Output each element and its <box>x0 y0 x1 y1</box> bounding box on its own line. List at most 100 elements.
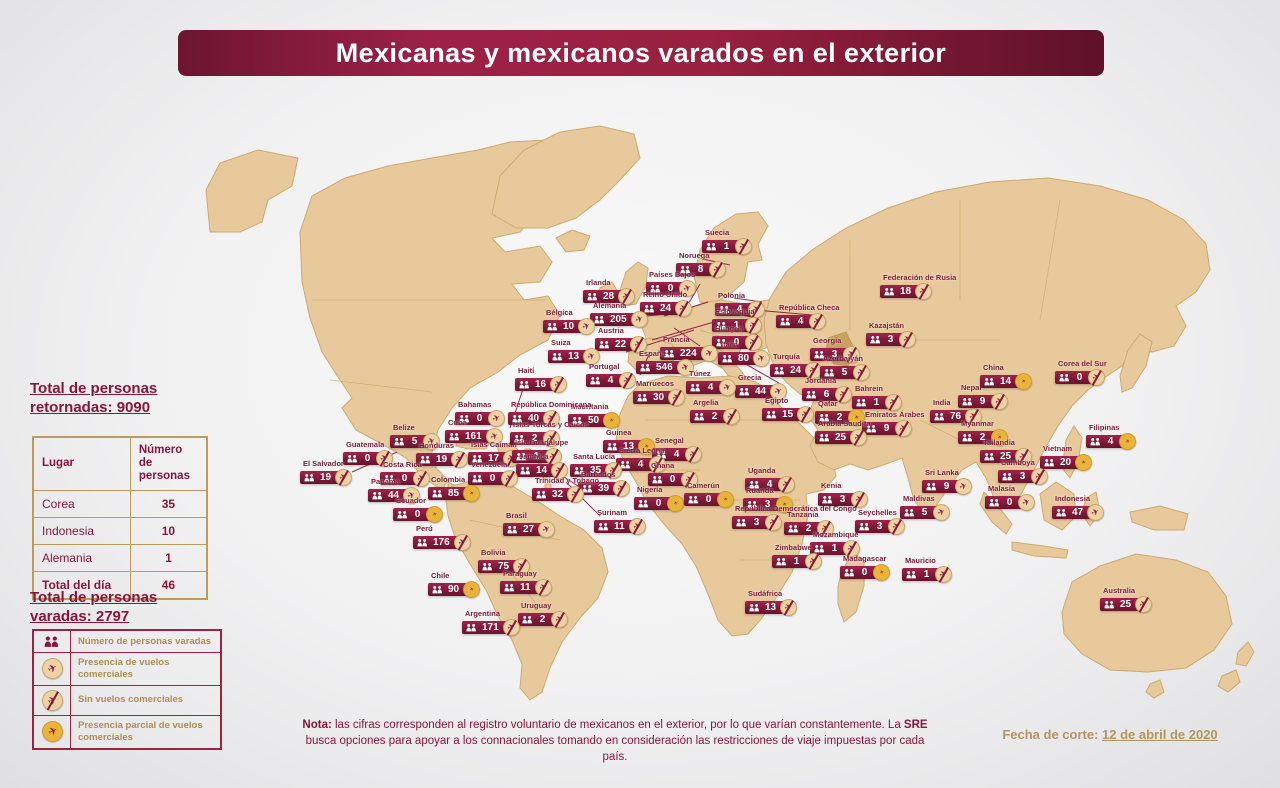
country-tag-malasia: Malasia 0 ✈ <box>985 484 1038 514</box>
country-bar: 4 ✈ <box>715 298 768 321</box>
country-name: Argentina <box>465 609 501 618</box>
country-name: Belize <box>393 423 415 432</box>
legend-label: Presencia parcial de vuelos comerciales <box>78 719 203 743</box>
people-icon <box>512 414 522 423</box>
stranded-count: 4 <box>637 459 644 470</box>
country-name: Senegal <box>655 436 684 445</box>
country-tag-eslovaquia: Eslovaquia 1 ✈ <box>712 307 765 337</box>
country-bar: 0 ✈ <box>840 561 893 584</box>
flights-none-icon: ✈ <box>847 426 870 449</box>
stranded-count: 22 <box>615 339 627 350</box>
country-name: Islas Turcas y Caicos <box>513 420 589 429</box>
country-name: Guatemala <box>346 440 385 449</box>
country-bar: 1 ✈ <box>852 391 905 414</box>
flights-none-icon: ✈ <box>932 563 955 586</box>
stranded-count: 17 <box>488 453 500 464</box>
country-name: Georgia <box>813 336 842 345</box>
people-icon <box>650 284 660 293</box>
stranded-count: 24 <box>660 303 672 314</box>
people-icon <box>34 631 71 652</box>
country-tag-uruguay: Uruguay 2 ✈ <box>518 601 571 631</box>
country-name: Kazajstán <box>869 321 905 330</box>
country-name: Brasil <box>506 511 527 520</box>
country-tag-islas-turcas-y-caicos: Islas Turcas y Caicos 2 ✈ <box>510 420 589 450</box>
country-tag-mauritania: Mauritania 50 ✈ <box>568 402 623 432</box>
people-icon <box>844 568 854 577</box>
flights-partial-icon: ✈ <box>870 561 893 584</box>
flights-none-icon: ✈ <box>564 483 587 506</box>
people-icon <box>519 380 529 389</box>
stranded-count: 4 <box>1107 436 1114 447</box>
country-tag-bolivia: Bolivia 75 ✈ <box>478 548 533 578</box>
table-row: Alemania 1 <box>34 543 206 571</box>
people-icon <box>466 623 476 632</box>
people-icon <box>552 352 562 361</box>
people-icon <box>926 482 936 491</box>
country-name: Camerún <box>687 481 720 490</box>
country-tag-republica-checa: República Checa 4 ✈ <box>776 303 839 333</box>
country-tag-irlanda: Irlanda 28 ✈ <box>583 278 638 308</box>
country-bar: 0 ✈ <box>468 467 521 490</box>
flights-commercial-icon: ✈ <box>535 518 558 541</box>
country-tag-argentina: Argentina 171 ✈ <box>462 609 523 639</box>
stranded-count: 1 <box>533 451 540 462</box>
country-name: Madagascar <box>843 554 887 563</box>
cell-lugar: Indonesia <box>34 517 131 544</box>
country-tag-colombia: Colombia 85 ✈ <box>428 475 483 505</box>
country-bar: 161 ✈ <box>445 425 506 448</box>
people-icon <box>372 491 382 500</box>
country-name: India <box>933 398 951 407</box>
cell-personas: 46 <box>161 577 176 592</box>
stranded-count: 9 <box>883 423 890 434</box>
people-icon <box>814 350 824 359</box>
cell-lugar: Lugar <box>34 438 131 490</box>
country-tag-cuba: Cuba 161 ✈ <box>445 418 506 448</box>
stranded-count: 90 <box>448 584 460 595</box>
stranded-count: 25 <box>1000 451 1012 462</box>
flights-none-icon: ✈ <box>988 390 1011 413</box>
people-icon <box>1056 508 1066 517</box>
country-name: Paraguay <box>503 569 537 578</box>
flights-commercial-icon: ✈ <box>1015 491 1038 514</box>
stranded-count: 40 <box>528 413 540 424</box>
country-tag-maldivas: Maldivas 5 ✈ <box>900 494 953 524</box>
country-name: Guinea <box>606 428 632 437</box>
stranded-count: 4 <box>707 382 714 393</box>
country-bar: 13 ✈ <box>603 435 658 458</box>
cell-lugar: Corea <box>34 490 131 517</box>
country-name: Bélgica <box>546 308 573 317</box>
country-tag-chile: Chile 90 ✈ <box>428 571 483 601</box>
country-bar: 5 ✈ <box>820 361 873 384</box>
stranded-count: 4 <box>607 375 614 386</box>
country-name: Hungría <box>715 324 744 333</box>
people-icon <box>749 480 759 489</box>
cell-lugar: Alemania <box>34 544 131 571</box>
country-tag-bahrein: Bahrein 1 ✈ <box>852 384 905 414</box>
country-tag-espana: España 546 ✈ <box>636 349 697 379</box>
flights-partial-icon: ✈ <box>1012 370 1035 393</box>
country-tag-isla-guadalupe: Isla Guadalupe 1 ✈ <box>512 438 568 468</box>
stranded-count: 5 <box>411 436 418 447</box>
country-bar: 80 ✈ <box>718 347 773 370</box>
legend-row-3: ✈ Presencia parcial de vuelos comerciales <box>34 714 220 748</box>
people-icon <box>870 335 880 344</box>
country-tag-hungria: Hungría 0 ✈ <box>712 324 765 354</box>
country-bar: 3 ✈ <box>998 465 1051 488</box>
people-icon <box>504 583 514 592</box>
stranded-count: 2 <box>836 412 843 423</box>
cell-lugar: Total del día <box>34 571 131 598</box>
country-tag-vietnam: Vietnam 20 ✈ <box>1040 444 1095 474</box>
people-icon <box>739 387 749 396</box>
flights-commercial-icon: ✈ <box>930 501 953 524</box>
country-name: Austria <box>598 326 624 335</box>
country-tag-bahamas: Bahamas 0 ✈ <box>455 400 508 430</box>
flights-commercial-icon: ✈ <box>38 654 66 683</box>
country-tag-china: China 14 ✈ <box>980 363 1035 393</box>
landmass-new-zealand-north <box>1235 641 1255 667</box>
people-icon <box>962 397 972 406</box>
country-name: Camboya <box>1001 458 1035 467</box>
country-name: Mozambique <box>813 530 859 539</box>
country-bar: 9 ✈ <box>958 390 1011 413</box>
stranded-count: 15 <box>782 409 794 420</box>
country-bar: 0 ✈ <box>684 488 737 511</box>
